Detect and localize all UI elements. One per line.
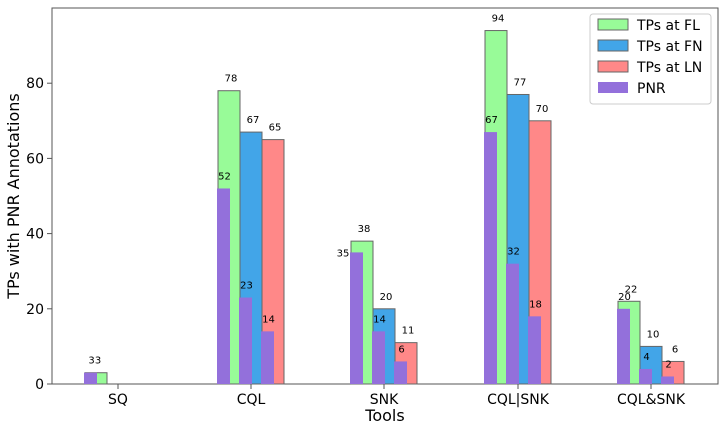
data-label-pnr: 67 (485, 115, 498, 126)
data-label-pnr: 14 (373, 314, 386, 325)
data-label-tps-at-fl: 3 (95, 356, 101, 367)
data-label-pnr: 2 (665, 359, 671, 370)
x-tick-label: CQL (237, 392, 266, 408)
data-label-tps-at-fl: 38 (358, 224, 371, 235)
y-axis-label: TPs with PNR Annotations (4, 93, 23, 300)
bar-pnr (217, 188, 230, 384)
legend-box (589, 13, 712, 105)
data-label-pnr: 14 (262, 314, 275, 325)
x-tick-label: CQL|SNK (487, 392, 550, 408)
data-label-tps-at-fn: 10 (647, 329, 660, 340)
data-label-pnr: 4 (643, 352, 649, 363)
bar-pnr (484, 132, 497, 384)
data-label-tps-at-fn: 77 (514, 77, 527, 88)
data-label-pnr: 6 (398, 344, 404, 355)
x-tick-label: CQL&SNK (617, 392, 686, 408)
legend: TPs at FL TPs at FN TPs at LN PNR (589, 13, 712, 105)
bar-pnr (394, 361, 407, 384)
legend-label: TPs at FL (636, 18, 700, 34)
data-label-tps-at-fl: 78 (225, 74, 238, 85)
bar-pnr (350, 252, 363, 384)
y-tick-label: 60 (26, 151, 44, 167)
legend-label: TPs at FN (636, 39, 703, 55)
data-label-pnr: 23 (240, 281, 253, 292)
y-tick-label: 80 (26, 76, 44, 92)
legend-label: PNR (637, 81, 666, 97)
legend-label: TPs at LN (636, 60, 702, 76)
y-tick-label: 0 (35, 377, 44, 393)
data-label-tps-at-ln: 65 (269, 123, 282, 134)
bar-pnr (239, 297, 252, 384)
bar-pnr (661, 376, 674, 384)
data-label-tps-at-ln: 11 (402, 326, 415, 337)
data-label-pnr: 3 (88, 356, 94, 367)
data-label-tps-at-fl: 22 (625, 284, 638, 295)
legend-swatch (597, 18, 629, 31)
x-axis: SQ CQL SNK CQL|SNK CQL&SNK (108, 384, 686, 408)
data-label-tps-at-fl: 94 (492, 14, 505, 25)
bar-pnr (84, 372, 97, 384)
data-label-pnr: 20 (618, 292, 631, 303)
data-label-tps-at-ln: 70 (536, 104, 549, 115)
legend-swatch (597, 60, 629, 73)
data-label-tps-at-ln: 6 (672, 344, 678, 355)
x-tick-label: SNK (370, 392, 399, 408)
bar-pnr (617, 308, 630, 384)
x-axis-label: Tools (364, 406, 404, 425)
bar-pnr (528, 316, 541, 384)
data-label-pnr: 32 (507, 247, 520, 258)
bar-pnr (639, 368, 652, 384)
legend-swatch (598, 82, 628, 93)
data-label-pnr: 18 (529, 299, 542, 310)
y-tick-label: 20 (26, 302, 44, 318)
bars-layer: 33 78 67 65 52 23 14 38 20 11 35 14 6 94 77 70 67 32 18 22 1… (84, 14, 685, 385)
y-tick-label: 40 (26, 227, 44, 243)
x-tick-label: SQ (108, 392, 128, 408)
data-label-tps-at-fn: 67 (247, 115, 260, 126)
bar-pnr (506, 263, 519, 384)
bar-pnr (372, 331, 385, 384)
data-label-pnr: 52 (218, 171, 231, 182)
legend-swatch (597, 39, 629, 52)
y-axis: 0 20 40 60 80 (26, 76, 52, 393)
data-label-tps-at-fn: 20 (380, 292, 393, 303)
data-label-pnr: 35 (337, 248, 350, 259)
bar-pnr (261, 331, 274, 384)
